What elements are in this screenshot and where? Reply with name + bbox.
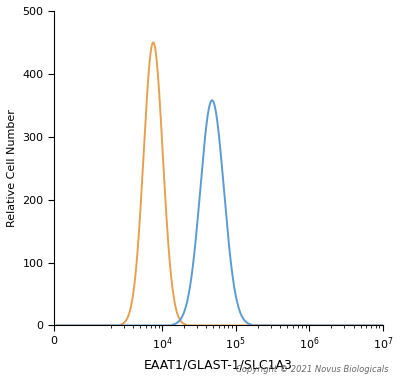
Text: Copyright © 2021 Novus Biologicals: Copyright © 2021 Novus Biologicals — [236, 365, 388, 374]
X-axis label: EAAT1/GLAST-1/SLC1A3: EAAT1/GLAST-1/SLC1A3 — [144, 358, 293, 371]
Y-axis label: Relative Cell Number: Relative Cell Number — [7, 109, 17, 227]
